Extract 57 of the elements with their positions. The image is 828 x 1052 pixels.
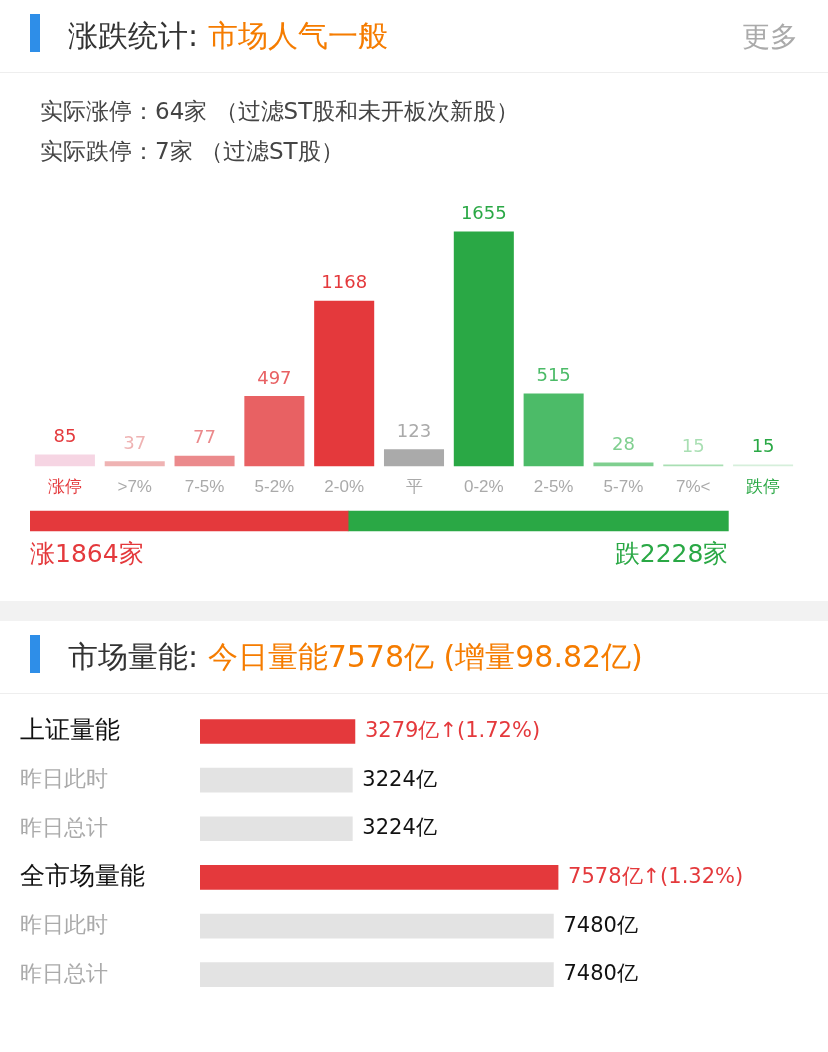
x-tick-label: 涨停 bbox=[47, 477, 82, 497]
bar bbox=[200, 962, 554, 988]
x-tick-label: >7% bbox=[117, 477, 152, 497]
x-tick-label: 0-2% bbox=[463, 477, 504, 497]
bar bbox=[34, 454, 95, 467]
bar bbox=[383, 449, 445, 467]
bar bbox=[200, 865, 559, 890]
x-tick-label: 5-7% bbox=[603, 477, 644, 497]
bar bbox=[314, 300, 375, 467]
x-tick-label: 2-0% bbox=[324, 477, 365, 497]
data-label: 7480亿 bbox=[563, 961, 638, 986]
chart-title: 涨跌统计: 市场人气一般 bbox=[68, 16, 388, 55]
data-label: 85 bbox=[53, 425, 77, 447]
bar bbox=[523, 393, 584, 467]
y-tick-label: 昨日总计 bbox=[20, 960, 108, 986]
data-label: 37 bbox=[123, 432, 147, 454]
bar bbox=[174, 455, 235, 467]
text: 实际涨停：64家 （过滤ST股和未开板次新股） bbox=[40, 97, 521, 126]
data-label: 497 bbox=[257, 366, 292, 388]
bar bbox=[244, 396, 305, 467]
x-tick-label: 平 bbox=[405, 477, 423, 497]
data-label: 7480亿 bbox=[563, 912, 638, 937]
data-label: 515 bbox=[536, 364, 571, 386]
x-tick-label: 7-5% bbox=[184, 477, 225, 497]
data-label: 3279亿↑(1.72%) bbox=[364, 717, 541, 742]
data-label: 123 bbox=[396, 419, 432, 441]
bar bbox=[200, 913, 554, 939]
bar bbox=[663, 464, 724, 467]
data-label: 3224亿 bbox=[362, 815, 437, 840]
data-label: 1655 bbox=[460, 202, 507, 224]
y-tick-label: 上证量能 bbox=[20, 715, 120, 744]
y-tick-label: 昨日此时 bbox=[20, 912, 108, 938]
data-label: 28 bbox=[612, 433, 635, 455]
data-label: 跌2228家 bbox=[614, 539, 729, 568]
text: 更多 bbox=[742, 19, 798, 55]
data-label: 15 bbox=[681, 435, 705, 457]
bar bbox=[200, 816, 353, 842]
y-tick-label: 昨日总计 bbox=[20, 814, 108, 840]
y-tick-label: 昨日此时 bbox=[20, 766, 108, 792]
bar bbox=[453, 231, 514, 467]
data-label: 15 bbox=[751, 435, 775, 457]
bar bbox=[200, 767, 353, 793]
bar bbox=[733, 464, 794, 467]
x-tick-label: 5-2% bbox=[254, 477, 295, 497]
bar bbox=[104, 461, 165, 467]
data-label: 77 bbox=[193, 426, 216, 448]
text: 实际跌停：7家 （过滤ST股） bbox=[40, 137, 345, 166]
data-label: 7578亿↑(1.32%) bbox=[568, 863, 744, 888]
x-tick-label: 2-5% bbox=[533, 477, 574, 497]
x-tick-label: 跌停 bbox=[746, 477, 781, 497]
bar bbox=[200, 719, 356, 744]
data-label: 3224亿 bbox=[362, 766, 437, 791]
x-tick-label: 7%< bbox=[676, 477, 711, 497]
y-tick-label: 全市场量能 bbox=[20, 861, 145, 890]
chart-title: 市场量能: 今日量能7578亿 (增量98.82亿) bbox=[68, 637, 643, 676]
data-label: 1168 bbox=[321, 271, 368, 293]
data-label: 涨1864家 bbox=[30, 539, 144, 568]
